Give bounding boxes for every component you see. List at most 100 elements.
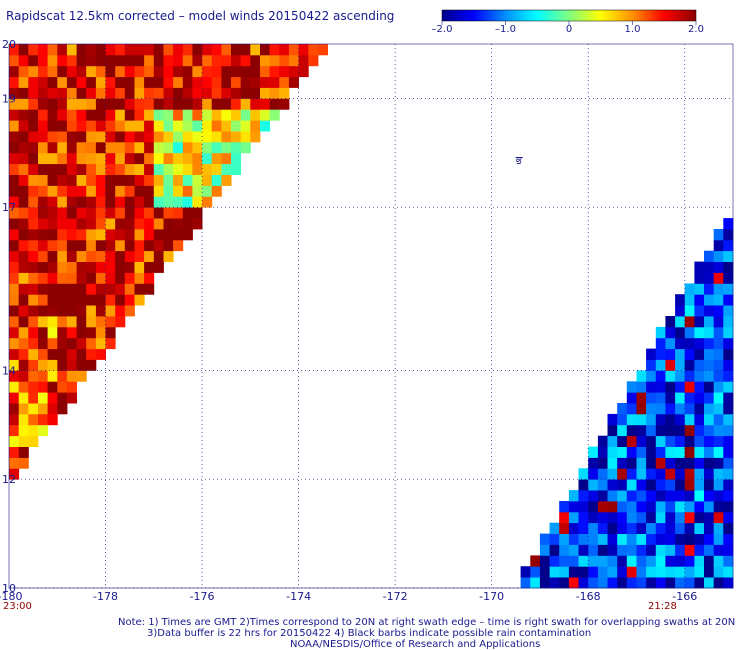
heatmap-cell bbox=[240, 44, 251, 56]
heatmap-cell bbox=[18, 370, 29, 382]
heatmap-cell bbox=[144, 218, 155, 230]
heatmap-cell bbox=[588, 446, 599, 458]
heatmap-cell bbox=[636, 522, 647, 534]
heatmap-cell bbox=[192, 76, 203, 88]
heatmap-cell bbox=[163, 229, 174, 241]
heatmap-cell bbox=[221, 120, 232, 132]
heatmap-cell bbox=[115, 185, 126, 197]
heatmap-cell bbox=[38, 152, 49, 165]
heatmap-cell bbox=[38, 294, 49, 306]
heatmap-cell bbox=[655, 468, 666, 480]
heatmap-cell bbox=[105, 229, 116, 241]
heatmap-cell bbox=[211, 152, 222, 165]
heatmap-cell bbox=[18, 131, 29, 143]
heatmap-cell bbox=[38, 239, 49, 252]
heatmap-cell bbox=[626, 403, 637, 415]
heatmap-cell bbox=[57, 163, 68, 175]
heatmap-cell bbox=[182, 54, 193, 67]
heatmap-cell bbox=[144, 174, 155, 186]
heatmap-cell bbox=[617, 501, 628, 513]
heatmap-cell bbox=[95, 65, 106, 78]
heatmap-cell bbox=[704, 403, 715, 415]
heatmap-cell bbox=[694, 457, 705, 469]
heatmap-cell bbox=[675, 566, 686, 578]
heatmap-cell bbox=[182, 141, 193, 154]
heatmap-cell bbox=[153, 250, 164, 262]
heatmap-cell bbox=[115, 196, 126, 208]
heatmap-cell bbox=[675, 544, 686, 556]
heatmap-cell bbox=[568, 490, 579, 502]
heatmap-cell bbox=[66, 305, 77, 317]
heatmap-cell bbox=[704, 522, 715, 534]
heatmap-cell bbox=[47, 381, 58, 393]
heatmap-cell bbox=[694, 479, 705, 491]
heatmap-cell bbox=[723, 316, 734, 328]
heatmap-cell bbox=[115, 109, 126, 121]
heatmap-cell bbox=[646, 479, 657, 491]
heatmap-cell bbox=[134, 141, 145, 154]
heatmap-cell bbox=[95, 250, 106, 262]
heatmap-cell bbox=[211, 76, 222, 88]
heatmap-cell bbox=[675, 511, 686, 524]
heatmap-cell bbox=[153, 76, 164, 88]
heatmap-cell bbox=[76, 272, 87, 284]
heatmap-cell bbox=[115, 76, 126, 88]
heatmap-cell bbox=[578, 577, 589, 589]
heatmap-cell bbox=[57, 185, 68, 197]
heatmap-cell bbox=[723, 272, 734, 284]
heatmap-cell bbox=[28, 141, 39, 154]
heatmap-cell bbox=[9, 413, 20, 426]
heatmap-cell bbox=[607, 457, 618, 469]
heatmap-cell bbox=[47, 76, 58, 88]
heatmap-cell bbox=[202, 87, 213, 99]
heatmap-cell bbox=[47, 413, 58, 426]
heatmap-cell bbox=[144, 65, 155, 78]
heatmap-cell bbox=[76, 120, 87, 132]
heatmap-cell bbox=[76, 152, 87, 165]
heatmap-cell bbox=[9, 305, 20, 317]
heatmap-cell bbox=[694, 305, 705, 317]
heatmap-cell bbox=[607, 490, 618, 502]
heatmap-cell bbox=[713, 413, 724, 426]
heatmap-cell bbox=[211, 141, 222, 154]
heatmap-cell bbox=[607, 533, 618, 545]
heatmap-cell bbox=[192, 218, 203, 230]
heatmap-cell bbox=[18, 294, 29, 306]
heatmap-cell bbox=[47, 316, 58, 328]
heatmap-cell bbox=[617, 468, 628, 480]
heatmap-cell bbox=[9, 152, 20, 165]
heatmap-cell bbox=[86, 229, 97, 241]
heatmap-cell bbox=[713, 239, 724, 252]
note-line-1: Note: 1) Times are GMT 2)Times correspon… bbox=[118, 617, 735, 628]
heatmap-cell bbox=[713, 305, 724, 317]
heatmap-cell bbox=[723, 283, 734, 295]
heatmap-cell bbox=[607, 468, 618, 480]
heatmap-cell bbox=[66, 218, 77, 230]
heatmap-cell bbox=[723, 424, 734, 437]
heatmap-cell bbox=[86, 261, 97, 273]
heatmap-cell bbox=[144, 87, 155, 99]
heatmap-cell bbox=[18, 250, 29, 262]
heatmap-cell bbox=[38, 76, 49, 88]
heatmap-cell bbox=[163, 239, 174, 252]
heatmap-cell bbox=[18, 446, 29, 458]
heatmap-cell bbox=[626, 424, 637, 437]
heatmap-cell bbox=[240, 141, 251, 154]
heatmap-cell bbox=[95, 229, 106, 241]
heatmap-cell bbox=[626, 577, 637, 589]
heatmap-cell bbox=[18, 174, 29, 186]
heatmap-cell bbox=[646, 370, 657, 382]
heatmap-cell bbox=[57, 261, 68, 273]
heatmap-cell bbox=[211, 185, 222, 197]
heatmap-cell bbox=[9, 337, 20, 350]
heatmap-cell bbox=[655, 479, 666, 491]
heatmap-cell bbox=[250, 44, 261, 56]
heatmap-cell bbox=[675, 424, 686, 437]
heatmap-cell bbox=[694, 261, 705, 273]
heatmap-cell bbox=[105, 185, 116, 197]
heatmap-cell bbox=[18, 163, 29, 175]
heatmap-cell bbox=[597, 555, 608, 567]
heatmap-cell bbox=[124, 163, 135, 175]
heatmap-cell bbox=[578, 533, 589, 545]
heatmap-cell bbox=[684, 305, 695, 317]
